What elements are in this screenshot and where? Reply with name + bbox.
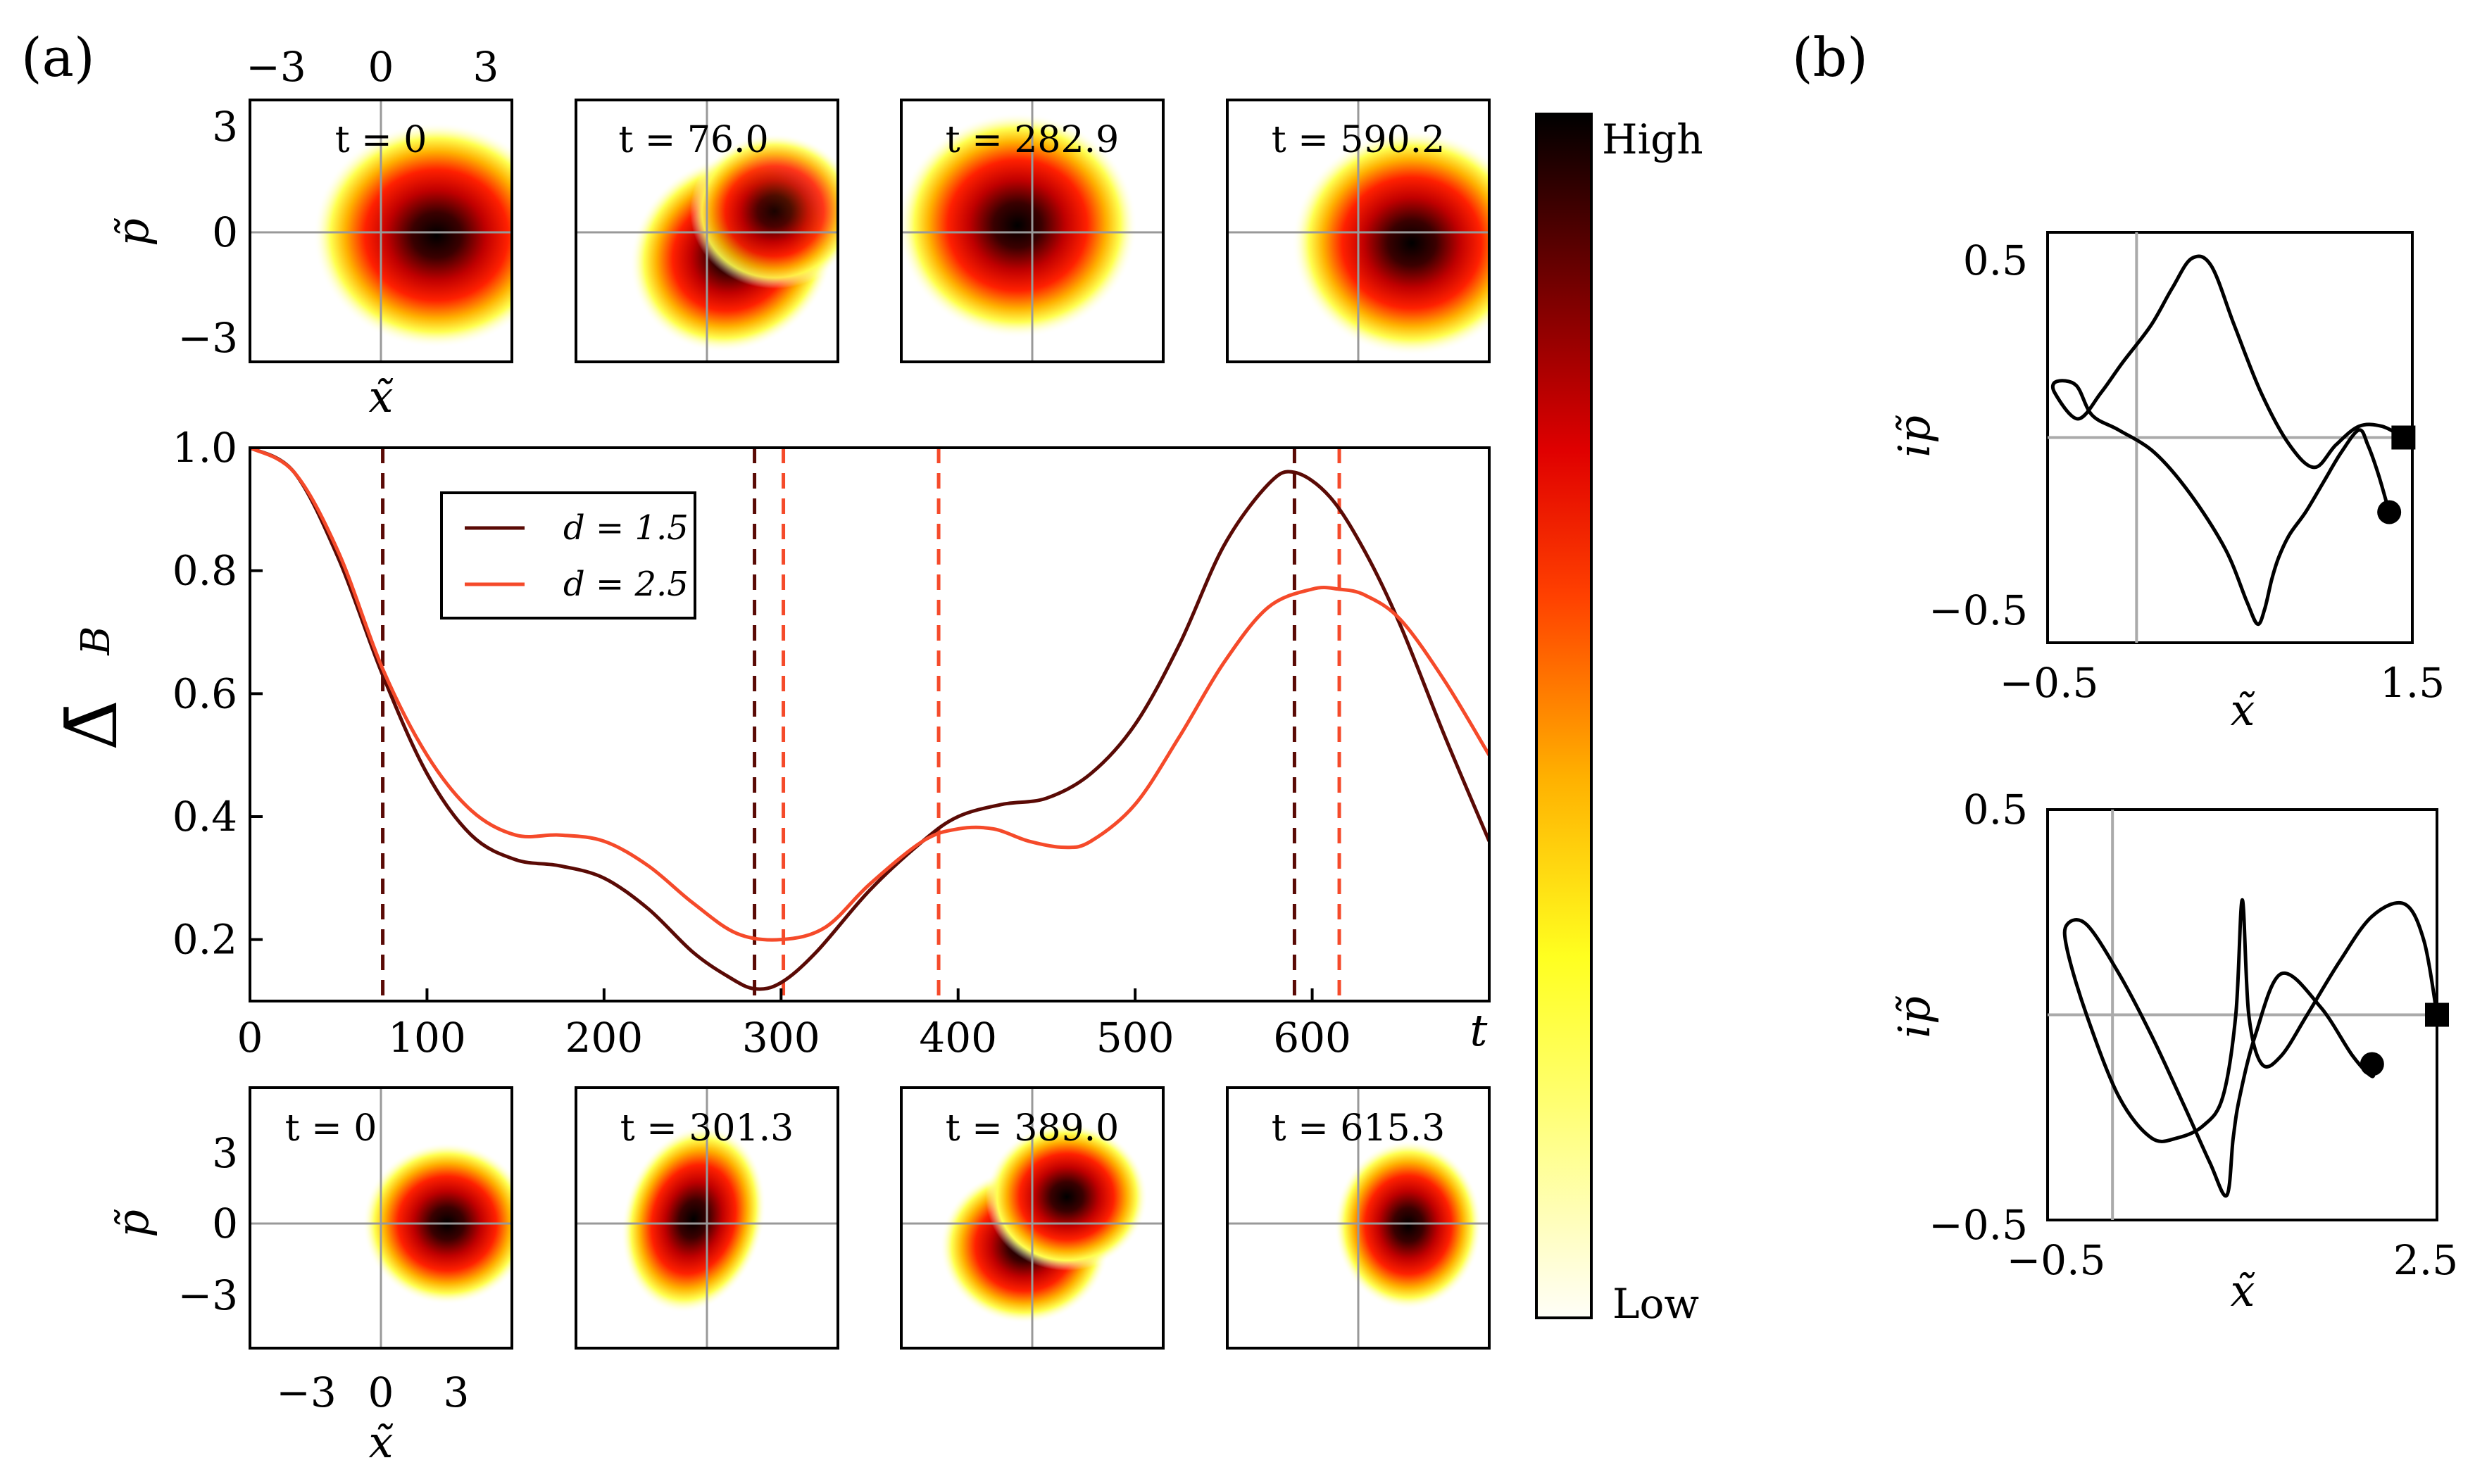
x-axis-label: x̃: [2231, 684, 2255, 736]
y-axis-label: Δ̄ B: [51, 626, 133, 750]
legend-label-d25: d = 2.5: [563, 565, 689, 604]
legend-label-d15: d = 1.5: [563, 508, 689, 548]
trajectory-line: [2062, 898, 2439, 1198]
bottom-snapshot-3: t = 615.3: [1226, 1086, 1491, 1350]
top-snapshot-1: t = 76.0: [575, 99, 839, 363]
phase-plot-top: ip̃ x̃ 0.5 −0.5 −0.5 1.5: [1888, 231, 2445, 736]
snapshot-time: t = 76.0: [618, 119, 768, 161]
snapshot-time: t = 0: [285, 1107, 377, 1150]
x-axis-label: x̃: [369, 371, 394, 422]
y-tick: 0.5: [1963, 786, 2028, 834]
x-tick: 0: [368, 1369, 394, 1416]
series-line-0: [250, 448, 1489, 991]
main-line-chart: 0 100 200 300 400 500 600 0.2 0.4 0.6 0.8 1.0 d = 1…: [51, 424, 1491, 1062]
colorbar-high-label: High: [1602, 115, 1703, 163]
x-tick: 1.5: [2380, 659, 2445, 707]
snapshot-time: t = 389.0: [946, 1107, 1119, 1150]
wigner-blob: [1334, 1140, 1482, 1309]
x-axis-label: x̃: [2231, 1265, 2255, 1316]
snapshot-time: t = 0: [335, 119, 427, 161]
x-tick: −3: [276, 1369, 337, 1416]
y-axis-label: ip̃: [1888, 995, 1940, 1038]
wigner-blob-secondary: [690, 134, 838, 289]
panel-label-b: (b): [1792, 26, 1868, 89]
colorbar: High Low: [1535, 113, 1703, 1328]
end-circle-marker: [2377, 500, 2402, 524]
series-line-1: [250, 448, 1489, 942]
x-tick-label: 300: [742, 1014, 820, 1062]
colorbar-low-label: Low: [1612, 1280, 1699, 1328]
x-axis-label: x̃: [369, 1416, 394, 1468]
x-axis-label: t: [1470, 1005, 1488, 1056]
y-axis-label: p̃: [107, 1209, 158, 1238]
y-tick: −0.5: [1929, 586, 2028, 634]
bottom-snapshot-0: t = 0: [249, 1086, 513, 1350]
y-tick: 3: [212, 1129, 238, 1177]
svg-text:Δ̄: Δ̄: [51, 700, 133, 750]
x-tick: 3: [473, 43, 499, 91]
x-tick-label: 100: [388, 1014, 466, 1062]
y-tick: −3: [178, 1271, 239, 1319]
y-tick-label: 1.0: [173, 424, 237, 472]
wigner-blob: [313, 122, 512, 348]
legend: d = 1.5 d = 2.5: [440, 491, 696, 620]
y-tick: −3: [178, 314, 239, 362]
snapshot-time: t = 301.3: [620, 1107, 794, 1150]
x-tick: −0.5: [2007, 1236, 2106, 1284]
top-snapshot-0: t = 0: [249, 99, 513, 363]
x-tick: 0: [368, 43, 394, 91]
top-snapshot-3: t = 590.2: [1226, 99, 1491, 363]
x-tick: −3: [246, 43, 306, 91]
x-tick-label: 500: [1096, 1014, 1174, 1062]
snapshot-time: t = 282.9: [946, 119, 1119, 161]
x-tick-label: 0: [237, 1014, 263, 1062]
y-tick-label: 0.8: [173, 547, 237, 595]
top-snapshot-row: t = 0 t = 76.0 t = 282.9: [107, 43, 1491, 422]
x-tick-label: 600: [1273, 1014, 1351, 1062]
snapshot-time: t = 615.3: [1272, 1107, 1445, 1150]
end-circle-marker: [2360, 1052, 2384, 1076]
phase-plot-bottom: ip̃ x̃ 0.5 −0.5 −0.5 2.5: [1888, 786, 2458, 1316]
wigner-blob: [621, 1126, 766, 1313]
bottom-snapshot-1: t = 301.3: [575, 1086, 839, 1350]
x-tick-label: 400: [919, 1014, 997, 1062]
svg-text:B: B: [73, 626, 119, 655]
wigner-blob: [901, 113, 1137, 338]
snapshot-time: t = 590.2: [1272, 119, 1445, 161]
y-tick: 0.5: [1963, 237, 2028, 284]
plot-frame: [249, 446, 1491, 1002]
y-tick: 3: [212, 103, 238, 151]
start-square-marker: [2425, 1002, 2449, 1027]
trajectory-line: [2050, 254, 2405, 627]
y-tick: −0.5: [1929, 1201, 2028, 1249]
y-axis-label: p̃: [107, 218, 158, 246]
x-tick: 2.5: [2393, 1236, 2458, 1284]
panel-label-a: (a): [21, 26, 95, 89]
wigner-blob: [1292, 130, 1489, 356]
bottom-snapshot-row: t = 0 t = 301.3 t = 389.0: [107, 1086, 1491, 1468]
x-tick: −0.5: [2000, 659, 2099, 707]
x-tick-label: 200: [565, 1014, 643, 1062]
y-tick-label: 0.2: [173, 916, 237, 964]
bottom-snapshot-2: t = 389.0: [900, 1086, 1165, 1350]
y-tick: 0: [212, 208, 238, 256]
y-tick: 0: [212, 1200, 238, 1247]
x-tick: 3: [444, 1369, 470, 1416]
y-axis-label: ip̃: [1888, 415, 1940, 457]
y-tick-label: 0.6: [173, 669, 237, 717]
start-square-marker: [2391, 425, 2416, 450]
wigner-blob-secondary: [986, 1123, 1148, 1271]
colorbar-gradient: [1535, 113, 1593, 1319]
top-snapshot-2: t = 282.9: [900, 99, 1165, 363]
legend-box: [440, 491, 696, 620]
y-tick-label: 0.4: [173, 793, 237, 841]
